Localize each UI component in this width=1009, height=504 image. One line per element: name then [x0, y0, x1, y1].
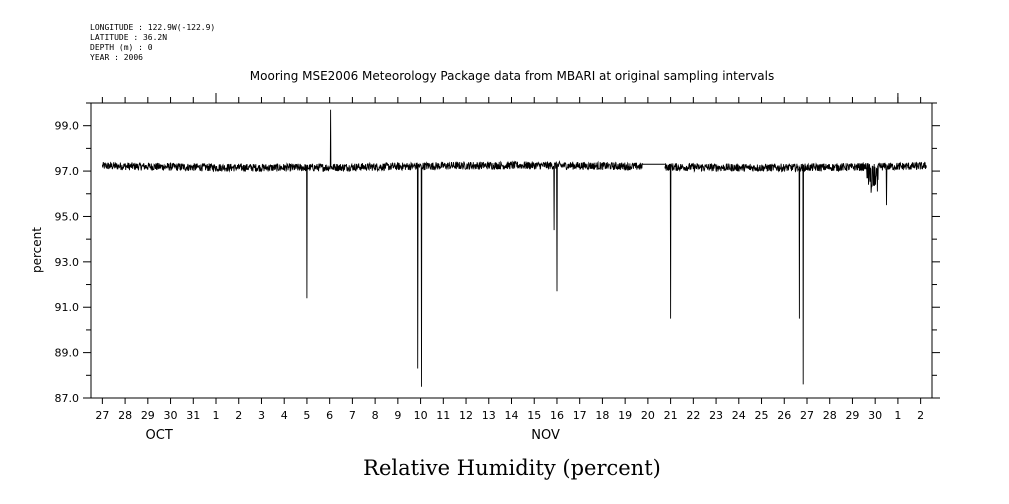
- x-tick-label: 29: [845, 409, 859, 422]
- plot-frame: [90, 102, 933, 399]
- x-tick-label: 26: [777, 409, 791, 422]
- x-tick-label: 18: [595, 409, 609, 422]
- x-tick-label: 12: [459, 409, 473, 422]
- axis-ticks: [83, 93, 940, 404]
- y-tick-label: 89.0: [55, 347, 80, 360]
- longitude-label: LONGITUDE : 122.9W(-122.9): [90, 23, 215, 32]
- x-tick-label: 1: [894, 409, 901, 422]
- x-tick-label: 29: [141, 409, 155, 422]
- x-tick-label: 13: [482, 409, 496, 422]
- x-tick-label: 21: [664, 409, 678, 422]
- x-tick-label: 2: [235, 409, 242, 422]
- x-tick-label: 24: [732, 409, 746, 422]
- latitude-label: LATITUDE : 36.2N: [90, 33, 167, 42]
- bottom-title: Relative Humidity (percent): [363, 456, 661, 480]
- x-tick-label: 25: [755, 409, 769, 422]
- x-tick-label: 31: [186, 409, 200, 422]
- y-tick-label: 87.0: [55, 392, 80, 405]
- x-tick-label: 30: [164, 409, 178, 422]
- month-labels: OCT NOV: [146, 428, 560, 443]
- humidity-series: [101, 109, 927, 387]
- x-tick-label: 1: [213, 409, 220, 422]
- x-tick-label: 23: [709, 409, 723, 422]
- x-tick-label: 15: [527, 409, 541, 422]
- y-tick-label: 91.0: [55, 301, 80, 314]
- x-tick-label: 27: [800, 409, 814, 422]
- x-tick-label: 28: [823, 409, 837, 422]
- x-tick-label: 2: [917, 409, 924, 422]
- month-label: OCT: [146, 428, 173, 443]
- x-tick-label: 9: [394, 409, 401, 422]
- y-tick-label: 93.0: [55, 256, 80, 269]
- x-tick-label: 6: [326, 409, 333, 422]
- month-label: NOV: [531, 428, 560, 443]
- x-tick-labels: 27 28 29 30 31 1 2 3 4 5 6 7 8 9 10 11 12 13 14 15 16 17 18 19 2…: [95, 409, 924, 422]
- year-label: YEAR : 2006: [90, 53, 143, 62]
- y-tick-label: 95.0: [55, 210, 80, 223]
- x-tick-label: 7: [349, 409, 356, 422]
- x-tick-label: 22: [686, 409, 700, 422]
- humidity-line: [101, 109, 927, 387]
- x-tick-label: 19: [618, 409, 632, 422]
- x-tick-label: 20: [641, 409, 655, 422]
- x-tick-label: 10: [414, 409, 428, 422]
- plot-border: [90, 102, 933, 399]
- x-tick-label: 17: [573, 409, 587, 422]
- x-tick-label: 8: [372, 409, 379, 422]
- x-tick-label: 11: [436, 409, 450, 422]
- x-tick-label: 16: [550, 409, 564, 422]
- x-tick-label: 14: [505, 409, 519, 422]
- x-tick-label: 5: [303, 409, 310, 422]
- chart-title: Mooring MSE2006 Meteorology Package data…: [250, 69, 774, 83]
- y-tick-labels: 87.0 89.0 91.0 93.0 95.0 97.0 99.0: [55, 120, 80, 405]
- x-tick-label: 30: [868, 409, 882, 422]
- y-axis-label: percent: [30, 227, 44, 273]
- x-tick-label: 3: [258, 409, 265, 422]
- y-tick-label: 99.0: [55, 120, 80, 133]
- x-tick-label: 4: [281, 409, 288, 422]
- x-tick-label: 28: [118, 409, 132, 422]
- depth-label: DEPTH (m) : 0: [90, 43, 153, 52]
- x-tick-label: 27: [95, 409, 109, 422]
- y-tick-label: 97.0: [55, 165, 80, 178]
